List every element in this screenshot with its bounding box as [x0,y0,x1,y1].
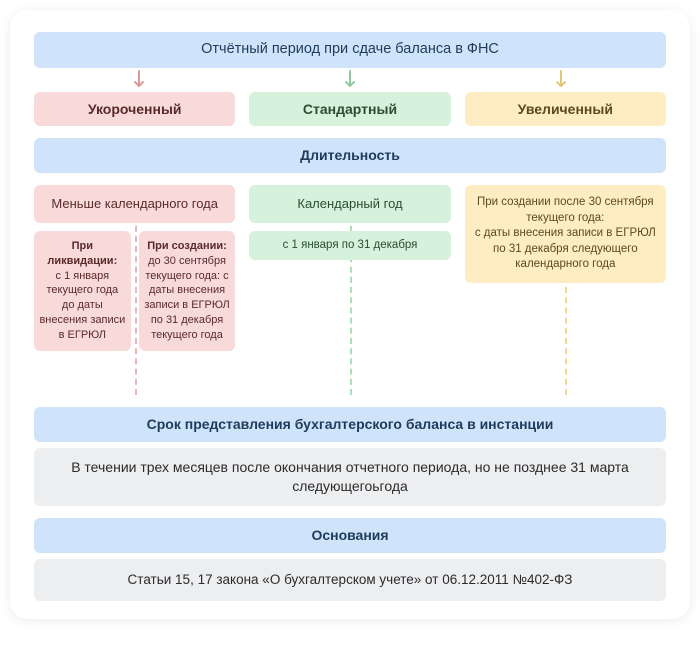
deadline-header-bar: Срок представления бухгалтерского баланс… [34,407,666,442]
arrow-standard [245,68,456,92]
short-creation-text: до 30 сентября текущего года: с даты вне… [144,255,229,341]
arrow-extended [455,68,666,92]
short-creation-label: При создании: [147,240,227,252]
basis-text-bar: Статьи 15, 17 закона «О бухгалтерском уч… [34,559,666,601]
short-liquidation-text: с 1 января текущего года до даты внесени… [39,270,125,341]
short-liquidation-box: При ликвидации: с 1 января текущего года… [34,231,131,351]
standard-duration-text: с 1 января по 31 декабря [249,231,450,261]
duration-col-standard: Календарный год с 1 января по 31 декабря [249,185,450,395]
top-title-bar: Отчётный период при сдаче баланса в ФНС [34,32,666,68]
short-creation-box: При создании: до 30 сентября текущего го… [139,231,236,351]
col-header-standard: Стандартный [249,92,450,127]
duration-header-bar: Длительность [34,138,666,173]
short-sub-row: При ликвидации: с 1 января текущего года… [34,231,235,351]
duration-col-short: Меньше календарного года При ликвидации:… [34,185,235,395]
deadline-text-bar: В течении трех месяцев после окончания о… [34,448,666,506]
col-header-extended: Увеличенный [465,92,666,127]
duration-row: Меньше календарного года При ликвидации:… [34,185,666,395]
short-duration-title: Меньше календарного года [34,185,235,223]
basis-header-bar: Основания [34,518,666,553]
arrow-short [34,68,245,92]
col-header-short: Укороченный [34,92,235,127]
extended-duration-text: При создании после 30 сентября текущего … [465,185,666,283]
column-headers-row: Укороченный Стандартный Увеличенный [34,92,666,127]
diagram-card: Отчётный период при сдаче баланса в ФНС … [10,10,690,619]
arrow-row [34,68,666,92]
arrow-down-icon [554,69,568,91]
arrow-down-icon [132,69,146,91]
arrow-down-icon [343,69,357,91]
duration-col-extended: При создании после 30 сентября текущего … [465,185,666,395]
standard-duration-title: Календарный год [249,185,450,223]
short-liquidation-label: При ликвидации: [47,240,117,267]
